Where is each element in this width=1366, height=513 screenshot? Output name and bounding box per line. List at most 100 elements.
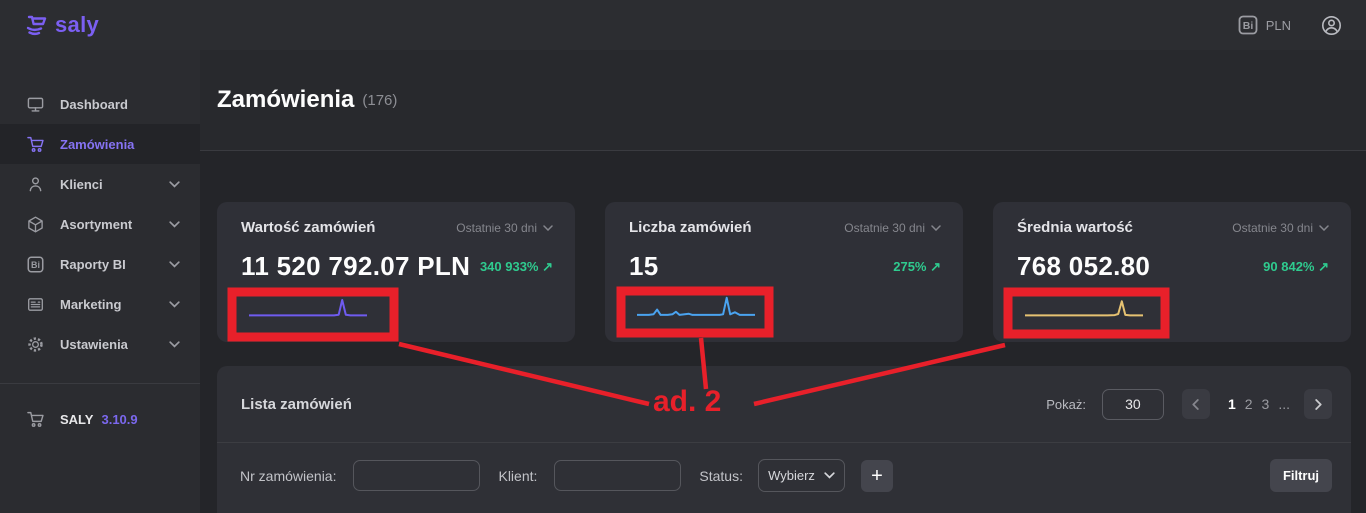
sidebar-item-label: Raporty BI xyxy=(60,256,126,272)
order-number-label: Nr zamówienia: xyxy=(240,467,337,484)
card-value: 11 520 792.07 PLN xyxy=(241,251,471,281)
sparkline-chart xyxy=(249,299,367,317)
card-wartosc-zamowien: Wartość zamówień Ostatnie 30 dni 11 520 … xyxy=(217,202,575,342)
bi-icon: Bi xyxy=(27,256,44,273)
card-title: Wartość zamówień xyxy=(241,219,376,236)
add-filter-button[interactable]: + xyxy=(861,459,893,492)
panel-header: Lista zamówień Pokaż: 1 2 3 ... xyxy=(217,366,1351,443)
bi-icon: Bi xyxy=(1238,15,1258,35)
card-liczba-zamowien: Liczba zamówień Ostatnie 30 dni 15 275% … xyxy=(605,202,963,342)
sidebar-item-raporty-bi[interactable]: Bi Raporty BI xyxy=(0,244,200,284)
page-title: Zamówienia xyxy=(217,86,355,113)
svg-text:Bi: Bi xyxy=(1242,20,1253,32)
person-icon xyxy=(27,176,44,193)
sidebar-item-klienci[interactable]: Klienci xyxy=(0,164,200,204)
filter-row: Nr zamówienia: Klient: Status: Wybierz +… xyxy=(217,443,1351,492)
page-count: (176) xyxy=(362,91,398,109)
chevron-left-icon xyxy=(1192,398,1200,410)
newspaper-icon xyxy=(27,296,44,313)
sidebar-item-label: Zamówienia xyxy=(60,136,135,152)
chevron-right-icon xyxy=(1314,398,1322,410)
chevron-down-icon xyxy=(169,260,180,268)
status-select[interactable]: Wybierz xyxy=(758,459,845,492)
sidebar-footer: SALY 3.10.9 xyxy=(0,384,200,428)
sidebar-item-label: Ustawienia xyxy=(60,336,128,352)
page-numbers: 1 2 3 ... xyxy=(1228,396,1290,412)
sidebar-item-label: Marketing xyxy=(60,296,122,312)
client-label: Klient: xyxy=(498,467,538,484)
content-area: Wartość zamówień Ostatnie 30 dni 11 520 … xyxy=(200,151,1366,513)
card-change: 275% ↗ xyxy=(893,258,941,274)
sidebar-item-asortyment[interactable]: Asortyment xyxy=(0,204,200,244)
topbar-right: Bi PLN xyxy=(1238,15,1342,36)
sparkline-chart xyxy=(637,296,755,316)
card-change: 340 933% ↗ xyxy=(479,258,553,274)
card-title: Średnia wartość xyxy=(1017,219,1133,236)
period-dropdown[interactable]: Ostatnie 30 dni xyxy=(456,221,553,235)
monitor-icon xyxy=(27,96,44,113)
app-version: 3.10.9 xyxy=(101,412,138,427)
currency-selector[interactable]: Bi PLN xyxy=(1238,15,1291,35)
chevron-down-icon xyxy=(824,472,835,479)
cart-icon xyxy=(27,136,44,153)
svg-text:Bi: Bi xyxy=(31,259,40,269)
sidebar-item-label: Dashboard xyxy=(60,96,128,112)
panel-title: Lista zamówień xyxy=(241,395,352,413)
period-dropdown[interactable]: Ostatnie 30 dni xyxy=(1232,221,1329,235)
card-value: 15 xyxy=(629,251,659,281)
sidebar-item-marketing[interactable]: Marketing xyxy=(0,284,200,324)
gear-icon xyxy=(27,336,44,353)
logo-text: saly xyxy=(55,12,100,37)
pagination-controls: Pokaż: 1 2 3 ... xyxy=(1046,388,1332,420)
cube-icon xyxy=(27,216,44,233)
app-name: SALY xyxy=(60,412,94,427)
filter-button[interactable]: Filtruj xyxy=(1270,459,1332,492)
topbar: saly Bi PLN xyxy=(0,0,1366,50)
chevron-down-icon xyxy=(1319,224,1329,231)
period-label: Ostatnie 30 dni xyxy=(844,220,925,235)
client-input[interactable] xyxy=(554,460,682,491)
period-dropdown[interactable]: Ostatnie 30 dni xyxy=(844,221,941,235)
show-label: Pokaż: xyxy=(1046,396,1086,412)
order-number-input[interactable] xyxy=(353,460,481,491)
card-change: 90 842% ↗ xyxy=(1263,258,1329,274)
sidebar-item-zamowienia[interactable]: Zamówienia xyxy=(0,124,200,164)
chevron-down-icon xyxy=(169,220,180,228)
stat-cards: Wartość zamówień Ostatnie 30 dni 11 520 … xyxy=(217,202,1366,342)
user-account-icon[interactable] xyxy=(1321,15,1342,36)
chevron-down-icon xyxy=(169,300,180,308)
page-size-input[interactable] xyxy=(1101,388,1164,420)
period-label: Ostatnie 30 dni xyxy=(1232,220,1313,235)
status-label: Status: xyxy=(699,467,743,484)
card-title: Liczba zamówień xyxy=(629,219,752,236)
sidebar-item-label: Asortyment xyxy=(60,216,133,232)
sparkline-chart xyxy=(1025,300,1143,317)
app-logo[interactable]: saly xyxy=(24,12,99,38)
prev-page-button[interactable] xyxy=(1181,389,1210,419)
page-number-ellipsis: ... xyxy=(1278,396,1290,412)
currency-label: PLN xyxy=(1265,17,1291,33)
orders-list-panel: Lista zamówień Pokaż: 1 2 3 ... xyxy=(217,366,1351,513)
sidebar-item-dashboard[interactable]: Dashboard xyxy=(0,84,200,124)
sidebar-nav: Dashboard Zamówienia Klienci xyxy=(0,50,200,364)
chevron-down-icon xyxy=(931,224,941,231)
sidebar-divider xyxy=(0,383,200,384)
chevron-down-icon xyxy=(169,340,180,348)
sidebar-item-label: Klienci xyxy=(60,176,103,192)
sidebar: Dashboard Zamówienia Klienci xyxy=(0,50,200,513)
page-number-1[interactable]: 1 xyxy=(1227,396,1236,412)
main-content: Zamówienia (176) Wartość zamówień Ostatn… xyxy=(200,50,1366,513)
cart-icon xyxy=(27,411,44,428)
card-value: 768 052.80 xyxy=(1017,251,1151,281)
page-number-2[interactable]: 2 xyxy=(1244,396,1253,412)
sidebar-item-ustawienia[interactable]: Ustawienia xyxy=(0,324,200,364)
card-srednia-wartosc: Średnia wartość Ostatnie 30 dni 768 052.… xyxy=(993,202,1351,342)
period-label: Ostatnie 30 dni xyxy=(456,220,537,235)
status-select-value: Wybierz xyxy=(768,468,815,483)
chevron-down-icon xyxy=(169,180,180,188)
page-number-3[interactable]: 3 xyxy=(1261,396,1270,412)
page-header: Zamówienia (176) xyxy=(200,50,1366,151)
cart-logo-icon xyxy=(24,13,50,37)
chevron-down-icon xyxy=(543,224,553,231)
next-page-button[interactable] xyxy=(1304,389,1332,419)
